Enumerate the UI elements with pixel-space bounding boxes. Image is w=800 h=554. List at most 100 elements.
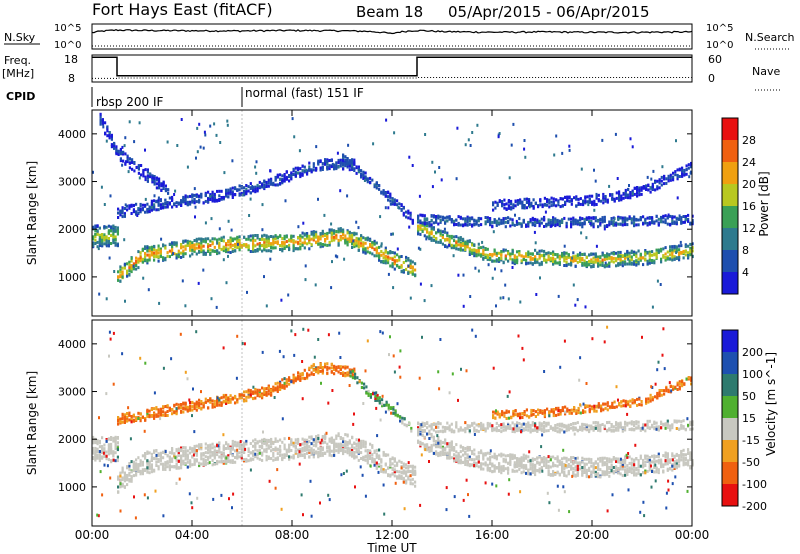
colorbar-segment (722, 162, 738, 184)
freq-tick-lower: 8 (68, 72, 75, 85)
colorbar-segment (722, 206, 738, 228)
date-range: 05/Apr/2015 - 06/Apr/2015 (448, 3, 650, 21)
colorbar-tick-label: 8 (742, 244, 749, 257)
power-band-3 (117, 158, 356, 219)
y-tick-label: 2000 (58, 223, 86, 236)
x-axis-label: Time UT (366, 541, 417, 554)
colorbar-tick-label: 28 (742, 134, 756, 147)
velocity-colorbar: 200 100 50 15 -15 -50 -100 -200 (721, 329, 767, 513)
power-heatmap (92, 110, 694, 316)
colorbar-tick-label: 16 (742, 200, 756, 213)
power-scatter (92, 117, 692, 309)
nsearch-tick-lower: 10^0 (706, 40, 733, 51)
colorbar-segment (722, 484, 738, 506)
power-ylabel: Slant Range [km] (25, 161, 39, 265)
freq-label-line2: [MHz] (2, 67, 34, 80)
x-tick-label: 00:00 (675, 528, 710, 542)
y-tick-label: 4000 (58, 128, 86, 141)
nave-series (92, 77, 692, 79)
power-band-0 (117, 227, 417, 283)
power-colorbar-label: Power [dB] (757, 171, 771, 236)
colorbar-tick-label: 20 (742, 178, 756, 191)
nave-tick-lower: 0 (708, 72, 715, 85)
y-tick-label: 3000 (58, 386, 86, 399)
colorbar-tick-label: 200 (742, 346, 763, 359)
power-colorbar: 4 8 12 16 20 24 28 (721, 117, 756, 295)
x-tick-label: 00:00 (75, 528, 110, 542)
y-tick-label: 4000 (58, 338, 86, 351)
colorbar-tick-label: 15 (742, 412, 756, 425)
power-band-5 (492, 161, 693, 212)
colorbar-segment (722, 396, 738, 418)
nsearch-tick-upper: 10^5 (706, 23, 733, 34)
colorbar-segment (722, 184, 738, 206)
colorbar-tick-label: 100 (742, 368, 763, 381)
colorbar-segment (722, 440, 738, 462)
power-band-4 (342, 153, 414, 225)
velocity-band-4 (349, 369, 413, 433)
colorbar-segment (722, 250, 738, 272)
velocity-band-2 (92, 435, 119, 463)
colorbar-segment (722, 118, 738, 140)
cpid-label: CPID (6, 90, 35, 103)
colorbar-frame (721, 117, 739, 295)
colorbar-tick-label: 50 (742, 390, 756, 403)
x-tick-label: 12:00 (375, 528, 410, 542)
cpid-mode-2: normal (fast) 151 IF (245, 86, 364, 100)
nsky-label: N.Sky (4, 31, 36, 44)
freq-label-line1: Freq. (4, 54, 31, 67)
y-tick-label: 3000 (58, 176, 86, 189)
velocity-colorbar-label: Velocity [m s^-1] (764, 352, 778, 456)
x-tick-label: 20:00 (575, 528, 610, 542)
y-tick-label: 1000 (58, 481, 86, 494)
colorbar-tick-label: -50 (742, 456, 760, 469)
nsky-tick-lower: 10^0 (54, 40, 81, 51)
power-band-1 (417, 219, 694, 269)
colorbar-frame (721, 329, 739, 507)
freq-panel-frame (91, 54, 693, 83)
beam-label: Beam 18 (356, 3, 423, 21)
nsky-series (91, 29, 693, 35)
colorbar-segment (722, 272, 738, 294)
freq-plot (92, 56, 692, 79)
velocity-scatter (96, 325, 689, 520)
colorbar-segment (722, 418, 738, 440)
colorbar-segment (722, 352, 738, 374)
colorbar-tick-label: -200 (742, 500, 767, 513)
y-tick-label: 1000 (58, 271, 86, 284)
nave-tick-upper: 60 (708, 53, 722, 66)
power-band-2 (92, 224, 119, 249)
velocity-band-5 (492, 376, 693, 420)
colorbar-tick-label: 24 (742, 156, 756, 169)
velocity-ylabel: Slant Range [km] (25, 371, 39, 475)
velocity-band-6 (417, 419, 694, 434)
power-y-ticks: 1000 2000 3000 4000 (58, 128, 692, 284)
freq-tick-upper: 18 (64, 53, 78, 66)
nsearch-label: N.Search (745, 31, 795, 44)
radar-title: Fort Hays East (fitACF) (92, 0, 273, 19)
colorbar-tick-label: 12 (742, 222, 756, 235)
power-band-6 (99, 112, 170, 195)
velocity-y-ticks: 1000 2000 3000 4000 (58, 338, 692, 494)
nave-label: Nave (752, 65, 780, 78)
x-tick-label: 08:00 (275, 528, 310, 542)
colorbar-tick-label: -15 (742, 434, 760, 447)
cpid-mode-1: rbsp 200 IF (96, 95, 163, 109)
nsky-tick-upper: 10^5 (54, 23, 81, 34)
colorbar-segment (722, 462, 738, 484)
colorbar-segment (722, 330, 738, 352)
velocity-band-0 (117, 432, 417, 494)
x-axis-ticks: 00:00 04:00 08:00 12:00 16:00 20:00 00:00 (75, 110, 710, 542)
velocity-heatmap (92, 320, 694, 526)
colorbar-tick-label: -100 (742, 478, 767, 491)
velocity-band-1 (417, 426, 694, 479)
colorbar-tick-label: 4 (742, 266, 749, 279)
freq-series (92, 56, 692, 77)
power-band-7 (417, 213, 694, 229)
x-tick-label: 16:00 (475, 528, 510, 542)
colorbar-segment (722, 228, 738, 250)
nsky-plot (91, 29, 693, 47)
y-tick-label: 2000 (58, 433, 86, 446)
x-tick-label: 04:00 (175, 528, 210, 542)
colorbar-segment (722, 374, 738, 396)
